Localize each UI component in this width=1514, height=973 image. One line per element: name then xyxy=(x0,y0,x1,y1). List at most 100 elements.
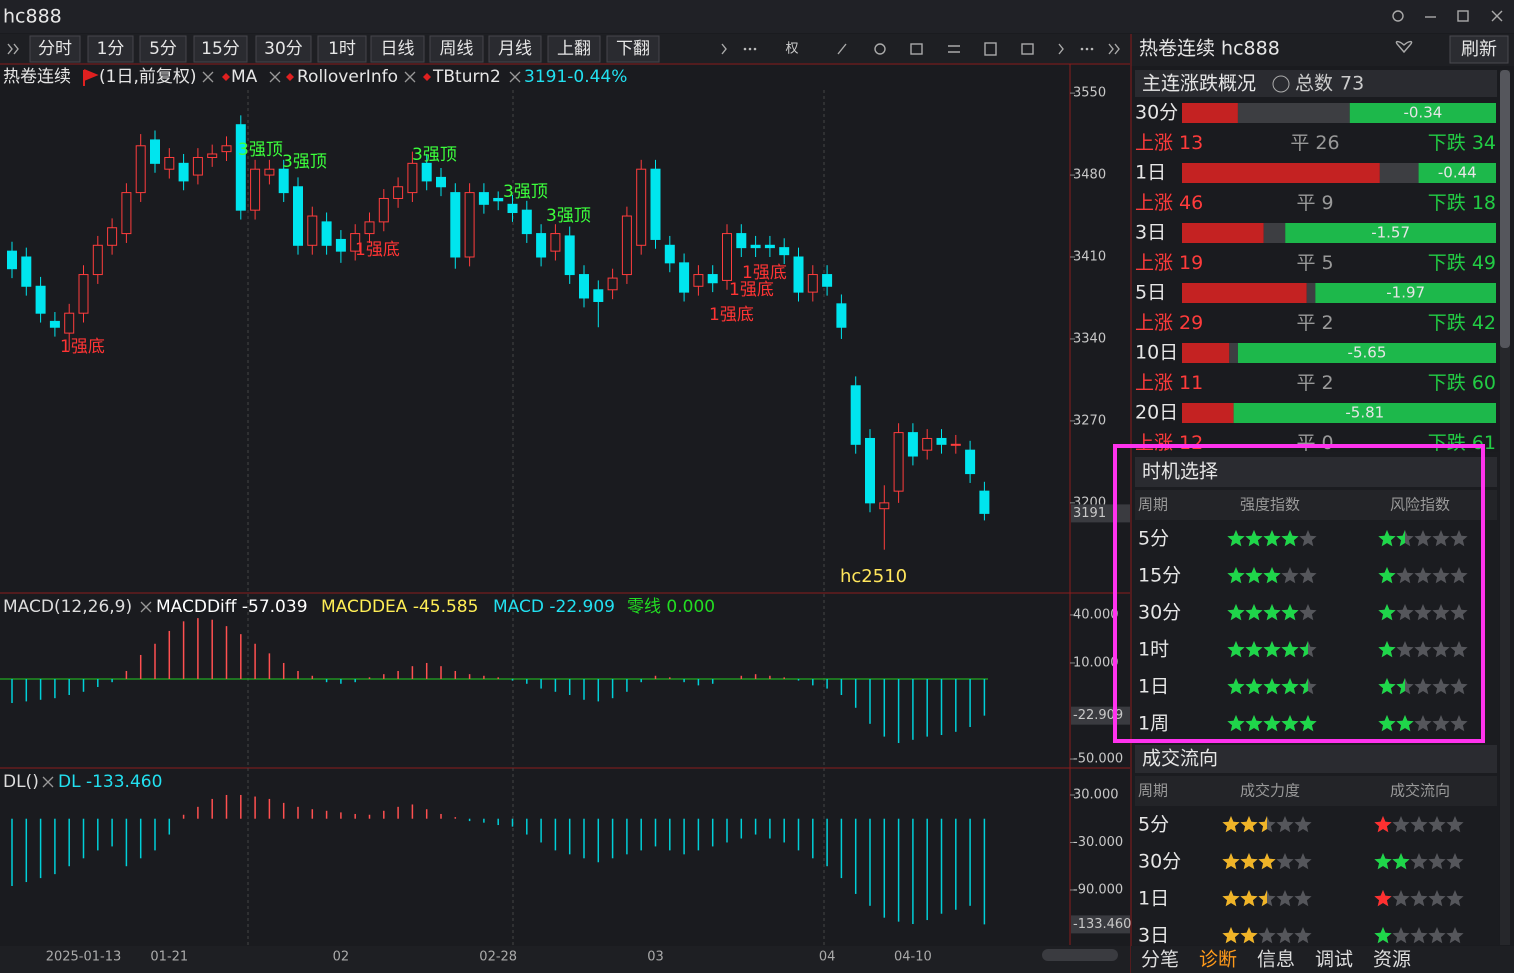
period-button[interactable] xyxy=(139,35,187,63)
distribution-segment xyxy=(1285,223,1496,243)
star-empty xyxy=(1432,715,1450,732)
maximize-button[interactable] xyxy=(1457,10,1469,22)
close-icon[interactable] xyxy=(140,601,152,613)
up-label: 上涨 xyxy=(1135,132,1173,154)
tab[interactable]: 信息 xyxy=(1257,949,1295,971)
column-header: 周期 xyxy=(1138,782,1168,800)
refresh-button[interactable] xyxy=(1449,35,1509,64)
change-value: -1.57 xyxy=(1371,224,1410,242)
up-value: 11 xyxy=(1179,372,1203,394)
rights-button[interactable]: 权 xyxy=(785,41,798,57)
close-icon[interactable] xyxy=(509,71,521,83)
y-tick-label: -90.000 xyxy=(1073,882,1123,897)
tool-icon[interactable] xyxy=(948,45,960,53)
candle-body xyxy=(235,124,246,211)
candle-body xyxy=(879,502,890,510)
dot xyxy=(1085,47,1089,51)
tool-icon[interactable] xyxy=(874,43,886,55)
candle-body xyxy=(636,168,647,246)
close-icon[interactable] xyxy=(269,71,281,83)
tool-icon[interactable] xyxy=(1021,43,1034,55)
period-button[interactable] xyxy=(29,35,81,63)
favorite-button[interactable] xyxy=(1395,40,1413,54)
period-label: 3日 xyxy=(1138,925,1169,947)
star-filled xyxy=(1281,678,1299,695)
down-count: 下跌 49 xyxy=(1428,252,1496,274)
star-filled xyxy=(1378,678,1396,695)
expand-button[interactable] xyxy=(7,43,19,55)
period-button[interactable] xyxy=(547,35,601,63)
period-button[interactable] xyxy=(429,35,484,63)
legend-item: MA xyxy=(231,67,258,87)
star-rating xyxy=(1227,530,1317,547)
next-button[interactable] xyxy=(1058,43,1064,55)
x-tick-label: 04-10 xyxy=(894,950,932,965)
tool-icon[interactable] xyxy=(984,42,997,56)
star-filled xyxy=(1374,816,1392,833)
star-rating xyxy=(1378,604,1468,621)
period-label: 30分 xyxy=(1138,602,1181,624)
scroll-thumb[interactable] xyxy=(1042,949,1118,961)
scrollbar[interactable] xyxy=(1500,70,1510,945)
period-button[interactable] xyxy=(193,35,248,63)
period-label: 1时 xyxy=(1138,639,1169,661)
expand-button[interactable] xyxy=(1108,43,1120,55)
flat-value: 0 xyxy=(1321,432,1333,454)
candle-body xyxy=(478,192,489,205)
period-label: 15分 xyxy=(201,39,240,59)
close-icon[interactable] xyxy=(42,776,54,788)
tab[interactable]: 资源 xyxy=(1373,949,1411,971)
draw-tool[interactable] xyxy=(837,43,847,55)
star-empty xyxy=(1299,567,1317,584)
period-button[interactable] xyxy=(488,35,542,63)
x-tick-label: 04 xyxy=(819,950,836,965)
legend-item: 零线 0.000 xyxy=(627,597,715,617)
candle-body xyxy=(722,233,732,281)
scroll-thumb[interactable] xyxy=(1500,70,1510,348)
star-filled xyxy=(1392,853,1410,870)
candle-body xyxy=(893,432,904,492)
candle-body xyxy=(564,235,575,276)
star-filled xyxy=(1245,641,1263,658)
tab[interactable]: 分笔 xyxy=(1141,949,1179,971)
tab[interactable]: 诊断 xyxy=(1199,949,1237,971)
star-filled xyxy=(1396,715,1414,732)
star-empty xyxy=(1414,641,1432,658)
next-button[interactable] xyxy=(721,43,727,55)
up-label: 上涨 xyxy=(1135,252,1173,274)
period-button[interactable] xyxy=(255,35,312,63)
y-tick-label: 30.000 xyxy=(1073,787,1119,802)
candle-body xyxy=(164,156,175,170)
more-buttons xyxy=(743,47,1094,51)
star-rating xyxy=(1378,678,1468,695)
section-header xyxy=(1135,70,1497,97)
up-label: 上涨 xyxy=(1135,372,1173,394)
period-button[interactable] xyxy=(317,35,367,63)
tab[interactable]: 调试 xyxy=(1315,949,1353,971)
close-icon[interactable] xyxy=(202,71,214,83)
candle-body xyxy=(21,256,32,287)
change-value: -0.34 xyxy=(1403,104,1442,122)
period-button[interactable] xyxy=(606,35,660,63)
section-header xyxy=(1135,745,1497,773)
candle-body xyxy=(364,221,375,235)
period-button[interactable] xyxy=(370,35,425,63)
section-bg xyxy=(1133,452,1499,945)
candle-body xyxy=(507,203,518,214)
star-empty xyxy=(1396,567,1414,584)
dot xyxy=(1090,47,1094,51)
settings-button[interactable] xyxy=(1392,10,1404,22)
period-button[interactable] xyxy=(87,35,134,63)
star-filled xyxy=(1374,853,1392,870)
tool-icon[interactable] xyxy=(910,43,923,55)
star-filled xyxy=(1227,715,1245,732)
star-rating xyxy=(1222,853,1312,870)
close-icon[interactable] xyxy=(404,71,416,83)
candle-body xyxy=(378,197,389,223)
signal-label: 1强底 xyxy=(355,240,400,260)
close-button[interactable] xyxy=(1491,10,1503,22)
star-rating xyxy=(1374,853,1464,870)
